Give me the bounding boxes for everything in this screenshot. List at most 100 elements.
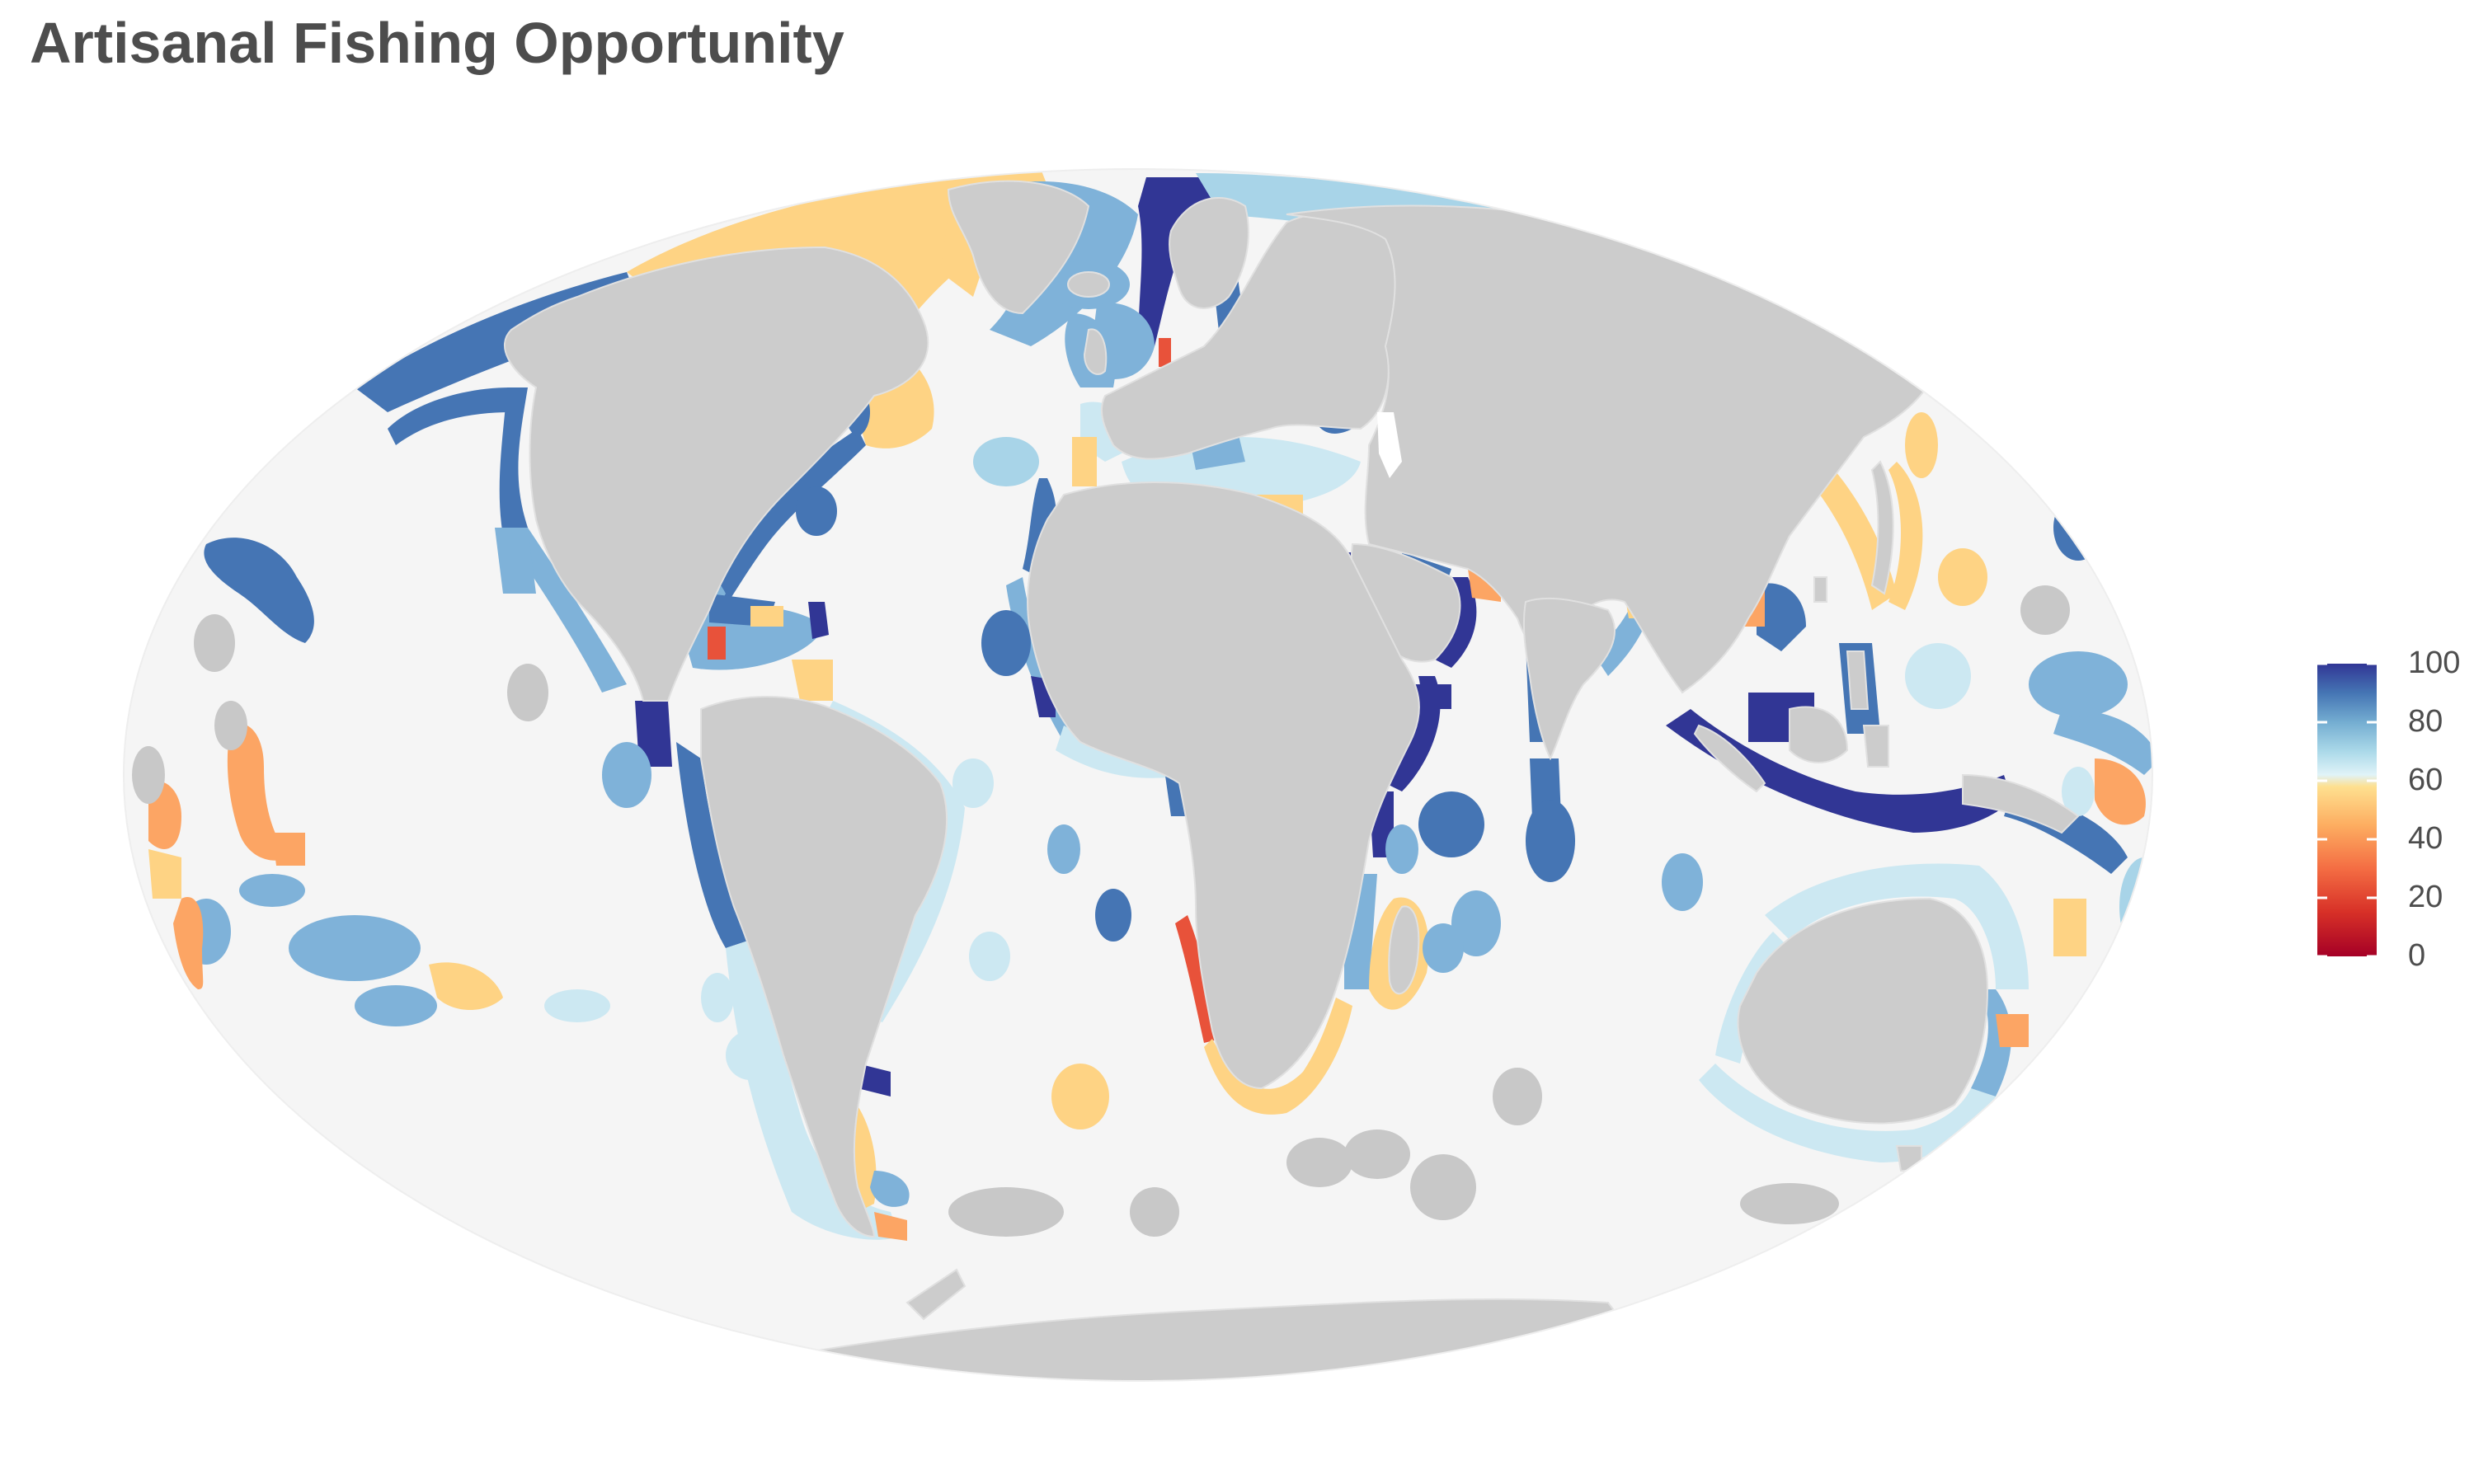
inland-water: [1377, 412, 1402, 478]
land-iceland[interactable]: [1067, 271, 1110, 298]
zone-no-data-pacific-3: [132, 746, 165, 804]
zone-alaska-gulf[interactable]: [388, 387, 511, 445]
zone-aleutians[interactable]: [1905, 412, 1938, 478]
land-greenland[interactable]: [947, 180, 1090, 315]
zone-fernando[interactable]: [952, 758, 994, 808]
zone-tierra-del-fuego[interactable]: [874, 1212, 907, 1241]
zone-christmas-island[interactable]: [1662, 853, 1703, 911]
legend-label-80: 80: [2408, 704, 2443, 739]
zone-south-georgia[interactable]: [969, 932, 1010, 981]
land-britain[interactable]: [1083, 328, 1108, 375]
zone-caroline[interactable]: [2111, 940, 2177, 1006]
zone-desventuradas[interactable]: [726, 1031, 775, 1080]
legend-label-40: 40: [2408, 821, 2443, 856]
zone-easter-island[interactable]: [544, 989, 610, 1022]
land-north-america[interactable]: [503, 246, 929, 702]
zone-fiji[interactable]: [173, 897, 204, 989]
zone-pacific-cluster-3[interactable]: [355, 985, 437, 1026]
zone-no-data-pacific-5: [2020, 585, 2070, 635]
land-scandinavia[interactable]: [1169, 197, 1249, 309]
land-antarctic-peninsula[interactable]: [905, 1268, 967, 1321]
zone-south-africa[interactable]: [1204, 998, 1352, 1115]
zone-nz-north[interactable]: [1996, 1014, 2029, 1047]
legend-color-bar: [2317, 664, 2377, 956]
zone-hispaniola[interactable]: [708, 627, 726, 660]
zone-pacific-cluster-1[interactable]: [289, 915, 421, 981]
zone-bering-east[interactable]: [2053, 495, 2103, 561]
land-madagascar[interactable]: [1388, 905, 1420, 995]
zone-indonesia[interactable]: [1666, 709, 2012, 833]
zone-japan-pacific[interactable]: [1888, 462, 1923, 610]
zone-ascension[interactable]: [1095, 889, 1131, 942]
zone-comoros[interactable]: [1385, 824, 1418, 874]
land-japan[interactable]: [1870, 460, 1894, 595]
land-new-guinea[interactable]: [1962, 773, 2080, 834]
zone-falklands[interactable]: [870, 1171, 910, 1207]
zone-st-helena[interactable]: [1047, 824, 1080, 874]
land-borneo[interactable]: [1789, 706, 1849, 763]
land-africa[interactable]: [1027, 481, 1420, 1090]
zone-lesser-antilles[interactable]: [808, 602, 829, 639]
zone-kamchatka[interactable]: [1963, 355, 1996, 396]
land-sumatra[interactable]: [1693, 724, 1766, 793]
zone-gulf-california[interactable]: [495, 528, 536, 594]
zone-azores[interactable]: [973, 437, 1039, 486]
land-philippines[interactable]: [1846, 650, 1870, 710]
zone-micronesia[interactable]: [2029, 651, 2128, 717]
legend-label-0: 0: [2408, 938, 2426, 973]
zone-new-caledonia[interactable]: [2053, 899, 2086, 956]
zone-french-polynesia[interactable]: [429, 962, 503, 1010]
zone-tonga[interactable]: [2119, 857, 2169, 956]
zone-cocos[interactable]: [1905, 643, 1971, 709]
zone-no-data-pacific-2: [214, 701, 247, 750]
zone-us-east-coast[interactable]: [684, 429, 866, 627]
island-zones: [132, 412, 2177, 1237]
globe-outline: [123, 168, 2153, 1382]
zone-denmark[interactable]: [1159, 338, 1171, 367]
zone-marshall[interactable]: [148, 849, 181, 899]
legend-ticks: [2317, 662, 2377, 958]
zone-chile[interactable]: [726, 940, 899, 1240]
zone-tristan[interactable]: [1051, 1064, 1109, 1129]
zone-south-china-sea[interactable]: [1757, 583, 1806, 651]
land-india[interactable]: [1522, 597, 1616, 761]
map-title: Artisanal Fishing Opportunity: [30, 11, 844, 75]
zone-australia-north[interactable]: [1765, 863, 2029, 990]
zone-kiribati[interactable]: [227, 723, 289, 861]
zone-cape-verde[interactable]: [981, 610, 1031, 676]
zone-mauritius[interactable]: [1451, 890, 1501, 956]
zone-reunion[interactable]: [1423, 923, 1464, 973]
land-tasmania[interactable]: [1895, 1145, 1922, 1172]
zone-portugal[interactable]: [1072, 437, 1097, 486]
caspian-sea: [1377, 412, 1402, 478]
zone-no-data-pacific-1: [194, 614, 235, 672]
zone-hawaii[interactable]: [204, 538, 314, 643]
zone-juan-fernandez[interactable]: [701, 973, 734, 1022]
zone-solomon-islands[interactable]: [2053, 709, 2161, 775]
zone-galapagos[interactable]: [602, 742, 651, 808]
zone-puerto-rico[interactable]: [750, 606, 783, 627]
legend-label-20: 20: [2408, 880, 2443, 914]
zone-pacific-cluster-2[interactable]: [239, 874, 305, 907]
zone-venezuela[interactable]: [792, 660, 833, 701]
zone-cook-islands[interactable]: [272, 833, 305, 866]
zone-australia-south[interactable]: [1699, 1064, 1996, 1162]
zone-us-west-coast[interactable]: [499, 387, 528, 536]
zone-greenland-west[interactable]: [940, 214, 990, 297]
land-australia[interactable]: [1737, 897, 1989, 1125]
land-south-america[interactable]: [700, 696, 948, 1238]
legend-label-60: 60: [2408, 763, 2443, 797]
zone-bermuda[interactable]: [796, 486, 837, 536]
zone-vanuatu[interactable]: [2095, 758, 2146, 825]
zone-uruguay[interactable]: [858, 1064, 891, 1097]
zone-nz-south[interactable]: [1938, 1129, 2045, 1204]
zone-norfolk[interactable]: [2062, 767, 2095, 816]
zone-chagos[interactable]: [1526, 800, 1575, 882]
zone-seychelles[interactable]: [1418, 791, 1484, 857]
zone-mexico-pacific[interactable]: [511, 528, 627, 693]
zone-guam[interactable]: [1938, 548, 1987, 606]
land-taiwan[interactable]: [1813, 576, 1827, 603]
zone-central-america-pacific[interactable]: [635, 701, 672, 767]
land-sulawesi[interactable]: [1862, 725, 1889, 768]
